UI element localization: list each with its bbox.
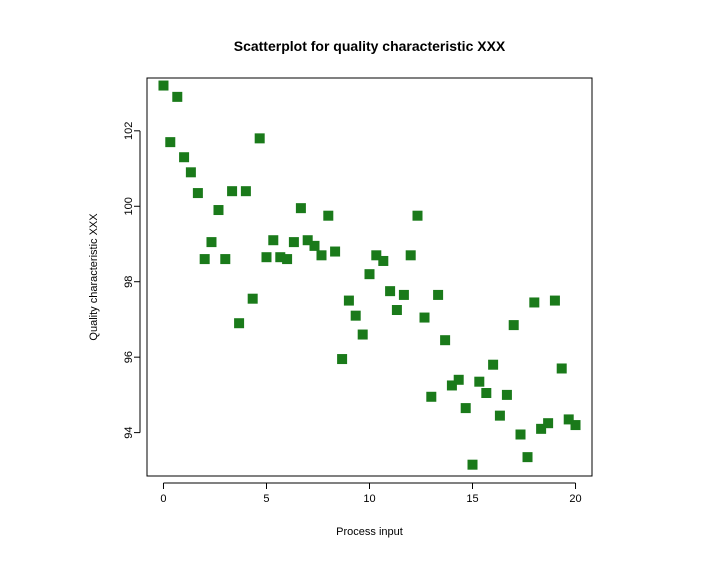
data-point — [350, 310, 361, 321]
data-point — [536, 423, 547, 434]
data-point — [295, 203, 306, 214]
x-tick-label: 10 — [363, 493, 375, 505]
data-point — [337, 354, 348, 365]
data-point — [213, 205, 224, 216]
data-point — [481, 388, 492, 399]
data-point — [220, 254, 231, 265]
data-point — [288, 237, 299, 248]
data-point — [199, 254, 210, 265]
data-point — [494, 410, 505, 421]
y-axis-label: Quality characteristic XXX — [88, 213, 100, 341]
data-point — [378, 255, 389, 266]
data-point — [529, 297, 540, 308]
y-tick-label: 100 — [123, 197, 135, 215]
x-tick-label: 15 — [466, 493, 478, 505]
x-tick-label: 20 — [569, 493, 581, 505]
x-axis-label: Process input — [336, 526, 403, 538]
data-point — [371, 250, 382, 261]
data-point — [440, 335, 451, 346]
data-points — [158, 80, 581, 470]
data-point — [227, 186, 238, 197]
data-point — [501, 389, 512, 400]
data-point — [522, 452, 533, 463]
chart-title: Scatterplot for quality characteristic X… — [234, 38, 506, 54]
plot-frame — [146, 77, 593, 477]
data-point — [343, 295, 354, 306]
data-point — [165, 137, 176, 148]
data-point — [460, 403, 471, 414]
data-point — [330, 246, 341, 257]
x-tick-label: 0 — [160, 493, 166, 505]
y-tick-label: 102 — [123, 122, 135, 140]
data-point — [570, 420, 581, 431]
data-point — [426, 391, 437, 402]
data-point — [433, 289, 444, 300]
data-point — [556, 363, 567, 374]
data-point — [323, 210, 334, 221]
data-point — [268, 235, 279, 246]
data-point — [391, 305, 402, 316]
data-point — [261, 252, 272, 263]
data-point — [364, 269, 375, 280]
data-point — [398, 289, 409, 300]
y-axis: 94 96 98 100 102 — [123, 122, 141, 439]
data-point — [275, 252, 286, 263]
data-point — [240, 186, 251, 197]
y-tick-label: 98 — [123, 276, 135, 288]
data-point — [419, 312, 430, 323]
data-point — [185, 167, 196, 178]
data-point — [302, 235, 313, 246]
data-point — [206, 237, 217, 248]
data-point — [316, 250, 327, 261]
data-point — [549, 295, 560, 306]
data-point — [488, 359, 499, 370]
y-tick-label: 96 — [123, 351, 135, 363]
data-point — [385, 286, 396, 297]
data-point — [158, 80, 169, 91]
data-point — [357, 329, 368, 340]
data-point — [412, 210, 423, 221]
data-point — [247, 293, 258, 304]
data-point — [179, 152, 190, 163]
data-point — [453, 374, 464, 385]
data-point — [172, 91, 183, 102]
data-point — [309, 240, 320, 251]
data-point — [563, 414, 574, 425]
data-point — [282, 254, 293, 265]
y-tick-label: 94 — [123, 426, 135, 438]
data-point — [192, 188, 203, 199]
data-point — [474, 376, 485, 387]
x-tick-label: 5 — [263, 493, 269, 505]
data-point — [467, 459, 478, 470]
data-point — [254, 133, 265, 144]
data-point — [543, 418, 554, 429]
data-point — [515, 429, 526, 440]
x-axis: 0 5 10 15 20 — [160, 482, 582, 505]
data-point — [508, 320, 519, 331]
data-point — [446, 380, 457, 391]
data-point — [405, 250, 416, 261]
data-point — [234, 318, 245, 329]
